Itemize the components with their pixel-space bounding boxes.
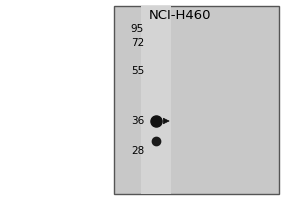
Bar: [114, 6, 279, 194]
Text: 55: 55: [131, 66, 144, 76]
Text: 36: 36: [131, 116, 144, 126]
Text: 28: 28: [131, 146, 144, 156]
Text: 95: 95: [131, 24, 144, 34]
Text: 72: 72: [131, 38, 144, 48]
Text: NCI-H460: NCI-H460: [149, 9, 211, 22]
Bar: [141, 6, 171, 194]
